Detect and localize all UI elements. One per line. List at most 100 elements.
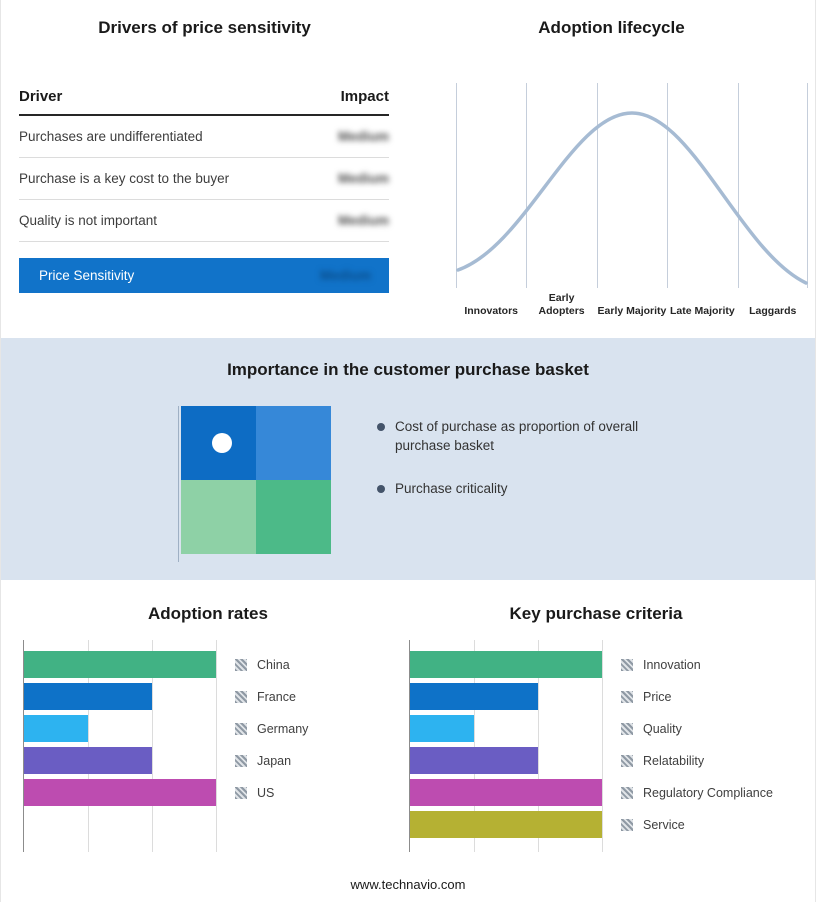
bar-quality (410, 715, 475, 742)
bar-us (24, 779, 217, 806)
legend-swatch (621, 786, 633, 799)
bar-innovation (410, 651, 603, 678)
basket-title: Importance in the customer purchase bask… (227, 360, 589, 379)
lifecycle-title: Adoption lifecycle (538, 18, 685, 37)
driver-label: Purchase is a key cost to the buyer (19, 171, 230, 186)
legend-swatch (621, 754, 633, 767)
lifecycle-panel: Adoption lifecycle Innovators Early Adop… (408, 0, 815, 338)
legend-swatch (621, 658, 633, 671)
bar-relatability (410, 747, 539, 774)
legend-label: Relatability (643, 753, 705, 768)
legend-label: France (257, 689, 296, 704)
gridline (737, 83, 739, 288)
legend-swatch (235, 722, 247, 735)
impact-value-redacted: Medium (337, 213, 389, 228)
legend-label: Innovation (643, 657, 701, 672)
legend-item: Quality (621, 715, 773, 742)
adoption-rates-plot (23, 640, 221, 852)
bar-regulatory-compliance (410, 779, 603, 806)
bar-japan (24, 747, 153, 774)
drivers-panel: Drivers of price sensitivity Driver Impa… (1, 0, 408, 338)
legend-swatch (235, 786, 247, 799)
gridline (152, 640, 154, 852)
legend-label: Japan (257, 753, 292, 768)
legend-item: US (235, 779, 308, 806)
legend-item: Regulatory Compliance (621, 779, 773, 806)
bottom-section: Adoption rates China France Germany Japan US… (1, 580, 815, 902)
quadrant-bottom-left (181, 480, 256, 554)
legend-swatch (235, 754, 247, 767)
legend-label: Regulatory Compliance (643, 785, 773, 800)
bullet-text: Cost of purchase as proportion of overal… (395, 419, 639, 453)
bar-charts: Adoption rates China France Germany Japan US… (1, 580, 815, 852)
legend-swatch (621, 722, 633, 735)
lifecycle-stage-labels: Innovators Early Adopters Early Majority… (456, 292, 808, 317)
bullet-item: Cost of purchase as proportion of overal… (377, 418, 649, 456)
driver-label: Purchases are undifferentiated (19, 129, 203, 144)
key-purchase-criteria-legend: Innovation Price Quality Relatability Regula… (621, 640, 773, 852)
table-row: Quality is not important Medium (19, 200, 389, 242)
quadrant-bottom-right (256, 480, 331, 554)
legend-label: US (257, 785, 275, 800)
driver-label: Quality is not important (19, 213, 158, 228)
gridline (88, 640, 90, 852)
quadrant-top-right (256, 406, 331, 480)
gridline (456, 83, 457, 288)
drivers-table-header: Driver Impact (19, 88, 389, 116)
column-driver: Driver (19, 88, 63, 105)
chart-row: China France Germany Japan US (23, 640, 393, 852)
bar-france (24, 683, 153, 710)
stage-label: Innovators (464, 304, 519, 317)
key-purchase-criteria-plot (409, 640, 607, 852)
adoption-rates-legend: China France Germany Japan US (235, 640, 308, 852)
footer-url: www.technavio.com (350, 877, 466, 892)
table-row: Purchases are undifferentiated Medium (19, 116, 389, 158)
bar-china (24, 651, 217, 678)
column-impact: Impact (340, 88, 389, 105)
bullet-icon (377, 484, 385, 493)
legend-item: Innovation (621, 651, 773, 678)
legend-label: China (257, 657, 290, 672)
basket-bullets: Cost of purchase as proportion of overal… (377, 406, 649, 554)
adoption-rates-title: Adoption rates (148, 604, 268, 623)
price-sensitivity-row: Price Sensitivity Medium (19, 258, 389, 293)
legend-label: Price (643, 689, 672, 704)
gridline (596, 83, 598, 288)
legend-swatch (621, 818, 633, 831)
purchase-basket-section: Importance in the customer purchase bask… (1, 338, 815, 580)
legend-item: Price (621, 683, 773, 710)
key-purchase-criteria-title: Key purchase criteria (509, 604, 683, 623)
bar-service (410, 811, 603, 838)
price-sensitivity-label: Price Sensitivity (39, 268, 135, 283)
legend-label: Germany (257, 721, 309, 736)
gridline (474, 640, 476, 852)
drivers-panel-title: Drivers of price sensitivity (98, 18, 311, 37)
drivers-table: Driver Impact Purchases are undifferenti… (19, 88, 389, 293)
legend-swatch (621, 690, 633, 703)
legend-item: China (235, 651, 308, 678)
legend-label: Service (643, 817, 685, 832)
gridline (538, 640, 540, 852)
quadrant-marker-dot (212, 433, 232, 453)
bar-germany (24, 715, 89, 742)
stage-label: Early Adopters (538, 292, 585, 317)
bullet-item: Purchase criticality (377, 480, 649, 499)
bell-curve (456, 111, 808, 285)
gridline (216, 640, 218, 852)
impact-value-redacted: Medium (319, 268, 371, 283)
legend-swatch (235, 658, 247, 671)
key-purchase-criteria-chart: Key purchase criteria Innovation Price Qua… (409, 604, 783, 852)
gridline (526, 83, 528, 288)
basket-content: Cost of purchase as proportion of overal… (178, 406, 815, 562)
quadrant-graphic (178, 406, 331, 562)
chart-row: Innovation Price Quality Relatability Regula… (409, 640, 783, 852)
legend-item: France (235, 683, 308, 710)
table-row: Purchase is a key cost to the buyer Medi… (19, 158, 389, 200)
legend-swatch (235, 690, 247, 703)
legend-label: Quality (643, 721, 682, 736)
lifecycle-chart (456, 83, 808, 288)
legend-item: Germany (235, 715, 308, 742)
legend-item: Japan (235, 747, 308, 774)
gridline (602, 640, 604, 852)
gridline (667, 83, 669, 288)
